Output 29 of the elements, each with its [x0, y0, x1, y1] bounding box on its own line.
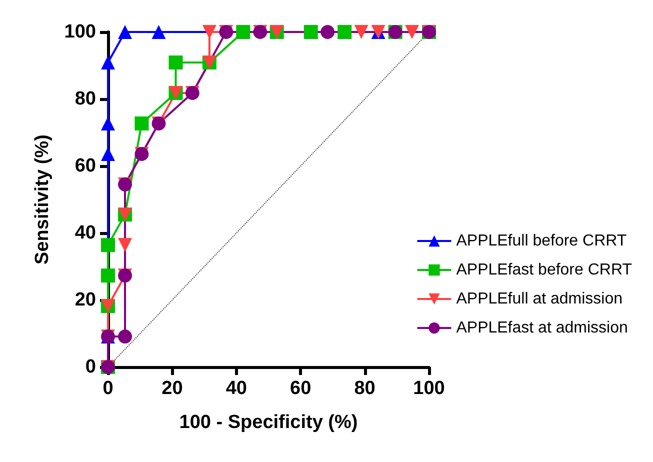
point — [134, 116, 149, 130]
y-tick-label: 80 — [74, 88, 96, 110]
point — [404, 25, 419, 39]
y-tick-label: 0 — [85, 356, 96, 378]
point — [152, 25, 166, 39]
legend-label: APPLEfull before CRRT — [456, 232, 627, 250]
point — [202, 25, 216, 39]
point — [320, 25, 335, 39]
x-tick-label: 100 — [413, 378, 445, 399]
point — [354, 25, 368, 39]
x-tick-label: 40 — [226, 378, 247, 399]
x-tick-label: 80 — [354, 378, 376, 399]
point — [168, 55, 183, 70]
point — [118, 25, 132, 39]
y-axis-title: Sensitivity (%) — [32, 134, 53, 264]
x-tick-label: 20 — [162, 378, 183, 399]
y-tick-label: 20 — [74, 290, 96, 310]
x-tick-label: 60 — [290, 378, 312, 399]
legend-label: APPLEfull at admission — [456, 290, 623, 308]
legend-label: APPLEfast before CRRT — [456, 262, 632, 278]
x-tick-label: 0 — [102, 378, 114, 399]
legend-label: APPLEfast at admission — [456, 320, 628, 336]
y-tick-label: 40 — [74, 222, 96, 244]
y-tick-label: 100 — [64, 22, 96, 42]
point — [118, 330, 132, 344]
y-tick-label: 60 — [74, 156, 96, 176]
point — [101, 55, 115, 70]
point — [118, 238, 132, 252]
x-axis-title: 100 - Specificity (%) — [179, 412, 358, 433]
